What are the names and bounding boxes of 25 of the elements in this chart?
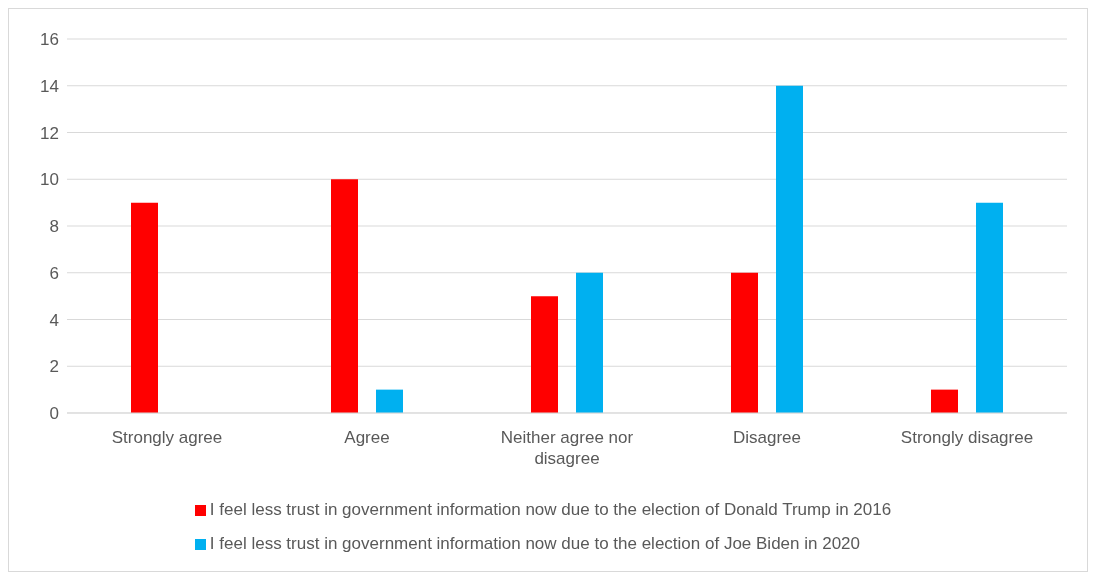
bar [331,179,358,413]
legend-label: I feel less trust in government information now due to the election of Joe Biden in 2020 [209,534,860,553]
y-tick-label: 12 [40,123,59,143]
bar [976,202,1003,413]
bar [576,272,603,413]
x-tick-label: Strongly disagree [900,428,1034,447]
y-tick-label: 0 [49,404,59,424]
bar [531,296,558,413]
y-tick-label: 8 [49,217,59,237]
bar [376,389,403,413]
y-tick-label: 2 [49,357,59,377]
y-tick-label: 14 [40,76,59,96]
bar [776,85,803,413]
y-tick-label: 10 [40,170,59,190]
x-tick-label: Strongly agree [111,428,223,447]
x-tick-label: Disagree [732,428,802,447]
bar [731,272,758,413]
x-tick-label: Agree [344,428,390,447]
y-tick-label: 16 [40,30,59,50]
y-tick-label: 4 [49,310,59,330]
y-tick-label: 6 [49,263,59,283]
bar [931,389,958,413]
bar [131,202,158,413]
legend-label: I feel less trust in government information now due to the election of Donald Trump in 2016 [209,500,892,519]
x-tick-label: Neither agree nor disagree [500,428,634,468]
